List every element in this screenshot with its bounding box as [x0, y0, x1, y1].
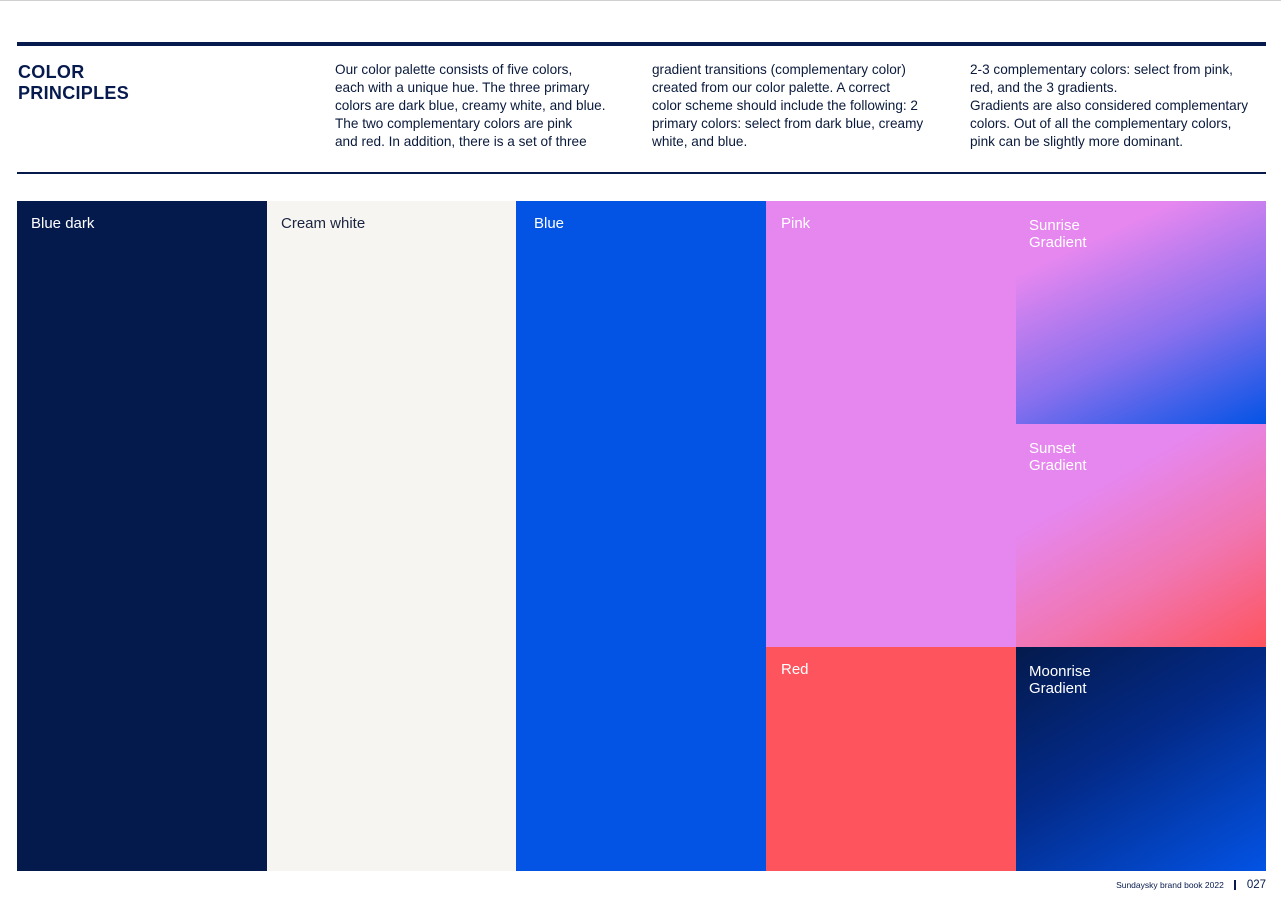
intro-line: Our color palette consists of five color… [335, 62, 573, 77]
swatch-label-blue: Blue [534, 215, 565, 232]
swatch-label-line: Sunset [1029, 440, 1076, 457]
swatch-label-sunset-gradient: Sunset Gradient [1029, 440, 1087, 474]
swatch-blue-dark: Blue dark [17, 201, 267, 871]
page-title: COLOR PRINCIPLES [18, 62, 129, 104]
swatch-label-blue-dark: Blue dark [31, 215, 95, 232]
intro-line: and red. In addition, there is a set of … [335, 134, 587, 149]
intro-line: created from our color palette. A correc… [652, 80, 891, 95]
section-rule [17, 172, 1266, 174]
page-title-line-1: COLOR [18, 62, 85, 82]
swatch-label-line: Gradient [1029, 457, 1087, 474]
swatch-label-sunrise-gradient: Sunrise Gradient [1029, 217, 1087, 251]
footer-divider [1233, 880, 1236, 890]
swatch-cream-white: Cream white [267, 201, 516, 871]
swatch-label-cream-white: Cream white [281, 215, 366, 232]
intro-line: Gradients are also considered complement… [970, 98, 1249, 113]
intro-line: each with a unique hue. The three primar… [335, 80, 590, 95]
intro-column-2: gradient transitions (complementary colo… [652, 61, 923, 151]
intro-line: white, and blue. [652, 134, 748, 149]
swatch-label-line: Gradient [1029, 680, 1087, 697]
intro-line: gradient transitions (complementary colo… [652, 62, 906, 77]
swatch-label-pink: Pink [781, 215, 811, 232]
intro-line: colors are dark blue, creamy white, and … [335, 98, 606, 113]
page-number: 027 [1246, 879, 1266, 891]
intro-line: primary colors: select from dark blue, c… [652, 116, 924, 131]
intro-column-3: 2-3 complementary colors: select from pi… [970, 61, 1248, 151]
intro-line: The two complementary colors are pink [335, 116, 573, 131]
intro-line: colors. Out of all the complementary col… [970, 116, 1232, 131]
swatch-label-moonrise-gradient: Moonrise Gradient [1029, 663, 1091, 697]
intro-line: color scheme should include the followin… [652, 98, 918, 113]
swatch-sunset-gradient: Sunset Gradient [1016, 424, 1266, 647]
page-top-border [0, 0, 1281, 1]
swatch-label-red: Red [781, 661, 809, 678]
swatch-label-line: Sunrise [1029, 217, 1080, 234]
intro-column-1: Our color palette consists of five color… [335, 61, 606, 151]
swatch-sunrise-gradient: Sunrise Gradient [1016, 201, 1266, 424]
intro-line: red, and the 3 gradients. [970, 80, 1118, 95]
top-rule [17, 42, 1266, 46]
swatch-pink: Pink [766, 201, 1016, 647]
intro-line: 2-3 complementary colors: select from pi… [970, 62, 1233, 77]
footer-brand: Sundaysky brand book 2022 [1116, 880, 1224, 890]
swatch-label-line: Moonrise [1029, 663, 1091, 680]
swatch-moonrise-gradient: Moonrise Gradient [1016, 647, 1266, 871]
swatch-label-line: Gradient [1029, 234, 1087, 251]
swatch-red: Red [766, 647, 1016, 871]
page-title-line-2: PRINCIPLES [18, 83, 130, 103]
swatch-blue: Blue [516, 201, 766, 871]
intro-line: pink can be slightly more dominant. [970, 134, 1184, 149]
page-footer: Sundaysky brand book 2022 027 [1116, 879, 1266, 891]
